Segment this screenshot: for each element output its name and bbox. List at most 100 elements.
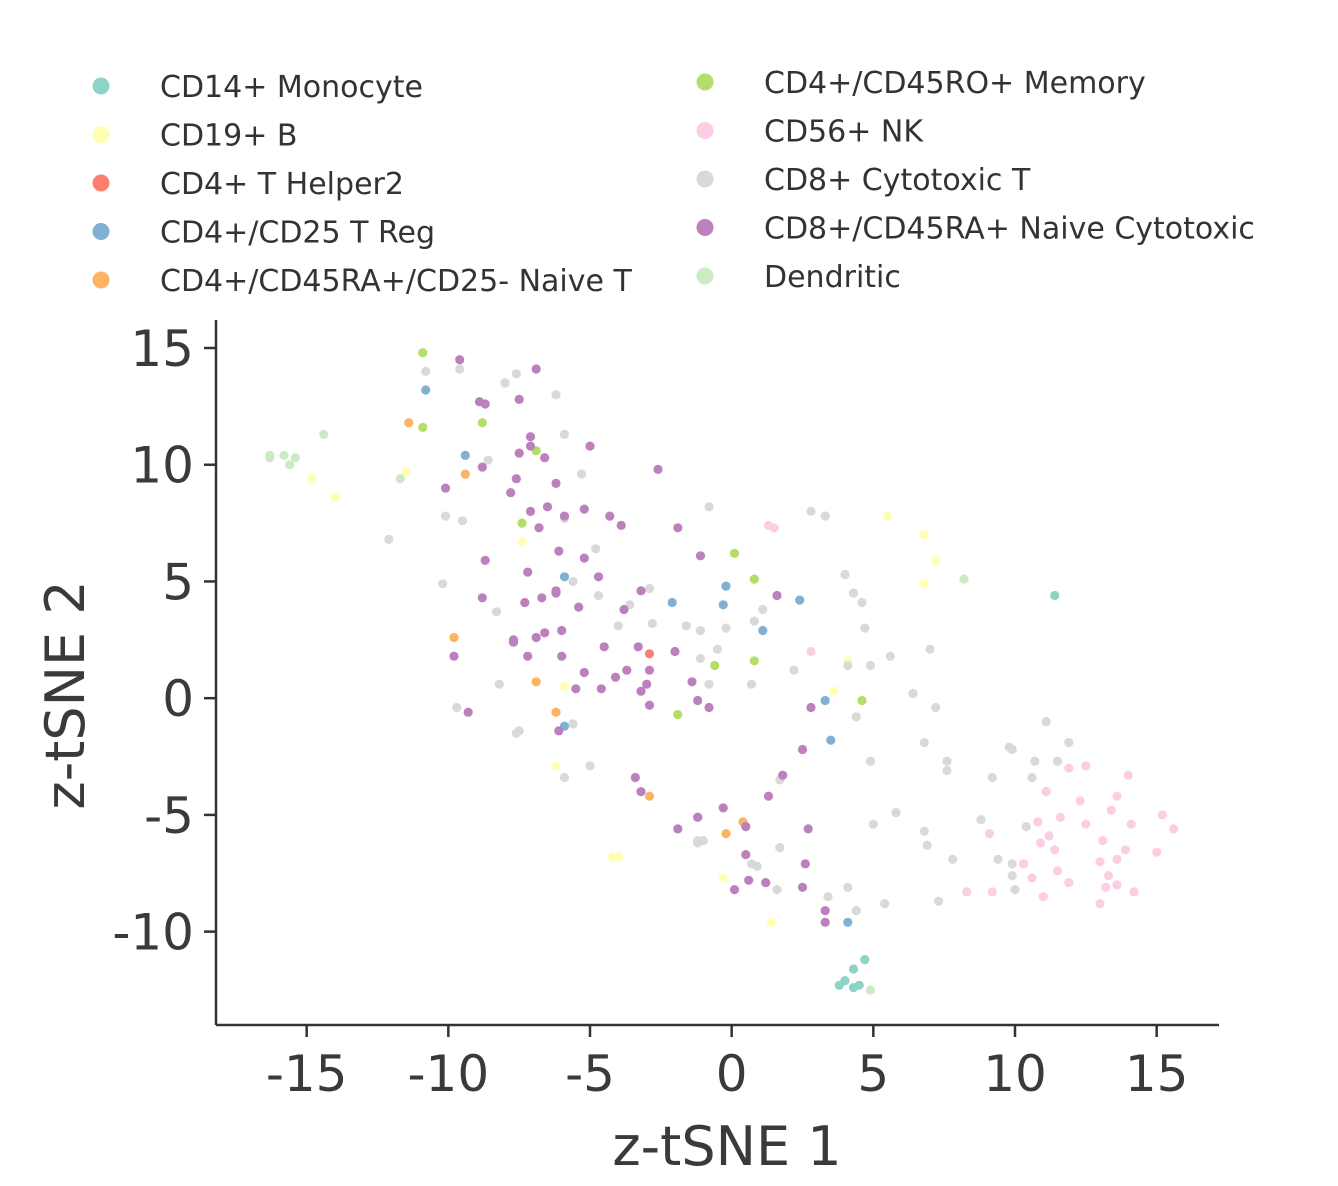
- legend-marker-cd4-t-helper2: [92, 174, 110, 192]
- point-dendritic: [290, 453, 300, 463]
- point-dendritic: [865, 985, 876, 995]
- point-cd8-cd45ra-naive-cytotoxic: [525, 432, 536, 442]
- point-cd14-monocyte: [860, 955, 870, 965]
- point-cd56-nk: [1098, 836, 1108, 846]
- legend-marker-cd14-monocyte: [92, 77, 110, 95]
- point-cd8-cd45ra-naive-cytotoxic: [772, 590, 782, 601]
- point-cd4-cd45ro-memory: [749, 656, 759, 666]
- point-cd8-cd45ra-naive-cytotoxic: [523, 651, 533, 661]
- point-cd8-cd45ra-naive-cytotoxic: [803, 824, 813, 834]
- point-cd8-cytotoxic-t: [591, 544, 601, 554]
- point-cd4-cd45ro-memory: [729, 548, 740, 559]
- point-cd8-cytotoxic-t: [789, 665, 799, 675]
- point-cd8-cytotoxic-t: [568, 576, 578, 587]
- y-axis-title: z-tSNE 2: [34, 580, 97, 809]
- point-cd8-cd45ra-naive-cytotoxic: [741, 850, 751, 860]
- point-cd56-nk: [1081, 819, 1091, 829]
- x-tick-label: -10: [407, 1045, 489, 1103]
- point-cd19-b: [401, 467, 411, 477]
- point-cd8-cytotoxic-t: [865, 660, 876, 671]
- point-dendritic: [959, 574, 969, 584]
- point-cd8-cytotoxic-t: [704, 679, 714, 689]
- point-cd8-cd45ra-naive-cytotoxic: [540, 453, 550, 463]
- point-cd8-cd45ra-naive-cytotoxic: [480, 555, 490, 566]
- legend-marker-dendritic: [696, 267, 714, 285]
- point-cd4-cd45ra-cd25-naive-t: [721, 829, 731, 839]
- legend-marker-cd19-b: [92, 126, 110, 143]
- point-cd8-cd45ra-naive-cytotoxic: [622, 665, 632, 675]
- point-cd56-nk: [1041, 787, 1051, 797]
- point-cd8-cytotoxic-t: [644, 583, 655, 594]
- point-cd19-b: [919, 579, 929, 589]
- point-cd8-cd45ra-naive-cytotoxic: [480, 399, 490, 409]
- point-cd8-cytotoxic-t: [511, 369, 521, 379]
- point-cd56-nk: [1044, 831, 1054, 841]
- point-cd8-cd45ra-naive-cytotoxic: [763, 791, 774, 801]
- point-cd8-cytotoxic-t: [868, 819, 878, 829]
- point-cd8-cd45ra-naive-cytotoxic: [636, 686, 646, 696]
- point-cd8-cd45ra-naive-cytotoxic: [820, 917, 830, 927]
- point-cd8-cytotoxic-t: [1007, 871, 1017, 881]
- point-cd8-cytotoxic-t: [494, 679, 504, 689]
- point-cd8-cytotoxic-t: [908, 688, 918, 699]
- point-cd8-cd45ra-naive-cytotoxic: [797, 882, 808, 892]
- legend-label-cd4-t-helper2: CD4+ T Helper2: [160, 167, 404, 202]
- point-cd8-cytotoxic-t: [483, 455, 493, 465]
- point-cd56-nk: [1033, 817, 1043, 827]
- point-cd8-cd45ra-naive-cytotoxic: [542, 502, 553, 512]
- x-tick-label: 10: [983, 1045, 1047, 1103]
- legend-marker-cd56-nk: [696, 122, 714, 139]
- point-cd8-cd45ra-naive-cytotoxic: [463, 707, 473, 717]
- point-cd8-cytotoxic-t: [843, 660, 853, 671]
- point-cd8-cd45ra-naive-cytotoxic: [579, 504, 589, 514]
- y-tick-label: 0: [162, 670, 194, 728]
- point-cd4-cd45ro-memory: [418, 422, 428, 432]
- point-cd8-cd45ra-naive-cytotoxic: [511, 474, 521, 484]
- point-cd19-b: [718, 873, 728, 883]
- point-cd4-cd25-t-reg: [718, 600, 728, 610]
- point-cd56-nk: [1112, 880, 1122, 890]
- point-cd19-b: [517, 537, 527, 547]
- point-cd4-cd25-t-reg: [795, 595, 805, 605]
- point-cd8-cytotoxic-t: [491, 607, 502, 617]
- point-cd8-cd45ra-naive-cytotoxic: [551, 478, 561, 488]
- point-cd56-nk: [1103, 871, 1114, 881]
- point-cd4-cd45ro-memory: [477, 418, 487, 428]
- x-tick-label: 0: [716, 1045, 748, 1103]
- point-cd8-cd45ra-naive-cytotoxic: [455, 355, 465, 365]
- legend-label-cd4-cd45ra-cd25-naive-t: CD4+/CD45RA+/CD25- Naive T: [160, 264, 632, 299]
- point-cd56-nk: [1050, 845, 1060, 855]
- point-cd8-cytotoxic-t: [758, 604, 768, 615]
- point-cd8-cd45ra-naive-cytotoxic: [579, 667, 589, 678]
- point-cd8-cd45ra-naive-cytotoxic: [540, 628, 550, 638]
- point-cd8-cytotoxic-t: [987, 772, 997, 783]
- point-cd8-cytotoxic-t: [559, 772, 570, 783]
- point-cd56-nk: [962, 887, 972, 897]
- point-cd8-cytotoxic-t: [438, 579, 448, 589]
- point-cd4-cd25-t-reg: [843, 917, 853, 927]
- point-cd8-cytotoxic-t: [1007, 859, 1017, 869]
- point-cd8-cd45ra-naive-cytotoxic: [514, 448, 524, 458]
- point-cd56-nk: [1038, 892, 1048, 902]
- point-cd8-cd45ra-naive-cytotoxic: [551, 588, 561, 598]
- x-axis-title: z-tSNE 1: [612, 1115, 841, 1178]
- point-cd8-cd45ra-naive-cytotoxic: [525, 506, 536, 516]
- x-tick-label: 15: [1125, 1045, 1189, 1103]
- point-cd56-nk: [1064, 763, 1074, 773]
- point-cd8-cytotoxic-t: [1021, 822, 1031, 832]
- point-cd8-cd45ra-naive-cytotoxic: [520, 597, 530, 608]
- point-cd56-nk: [1101, 882, 1111, 892]
- point-cd19-b: [307, 474, 317, 484]
- point-cd8-cytotoxic-t: [746, 679, 757, 689]
- point-cd4-cd45ro-memory: [710, 660, 720, 671]
- point-cd8-cytotoxic-t: [384, 534, 394, 545]
- point-cd8-cd45ra-naive-cytotoxic: [820, 906, 830, 916]
- point-cd14-monocyte: [840, 976, 850, 986]
- point-cd8-cytotoxic-t: [820, 511, 830, 521]
- point-cd8-cytotoxic-t: [1030, 756, 1040, 766]
- point-cd8-cd45ra-naive-cytotoxic: [636, 787, 646, 797]
- point-cd8-cytotoxic-t: [452, 702, 462, 713]
- point-cd8-cd45ra-naive-cytotoxic: [525, 441, 536, 451]
- point-cd8-cd45ra-naive-cytotoxic: [585, 441, 595, 451]
- point-cd14-monocyte: [848, 983, 859, 993]
